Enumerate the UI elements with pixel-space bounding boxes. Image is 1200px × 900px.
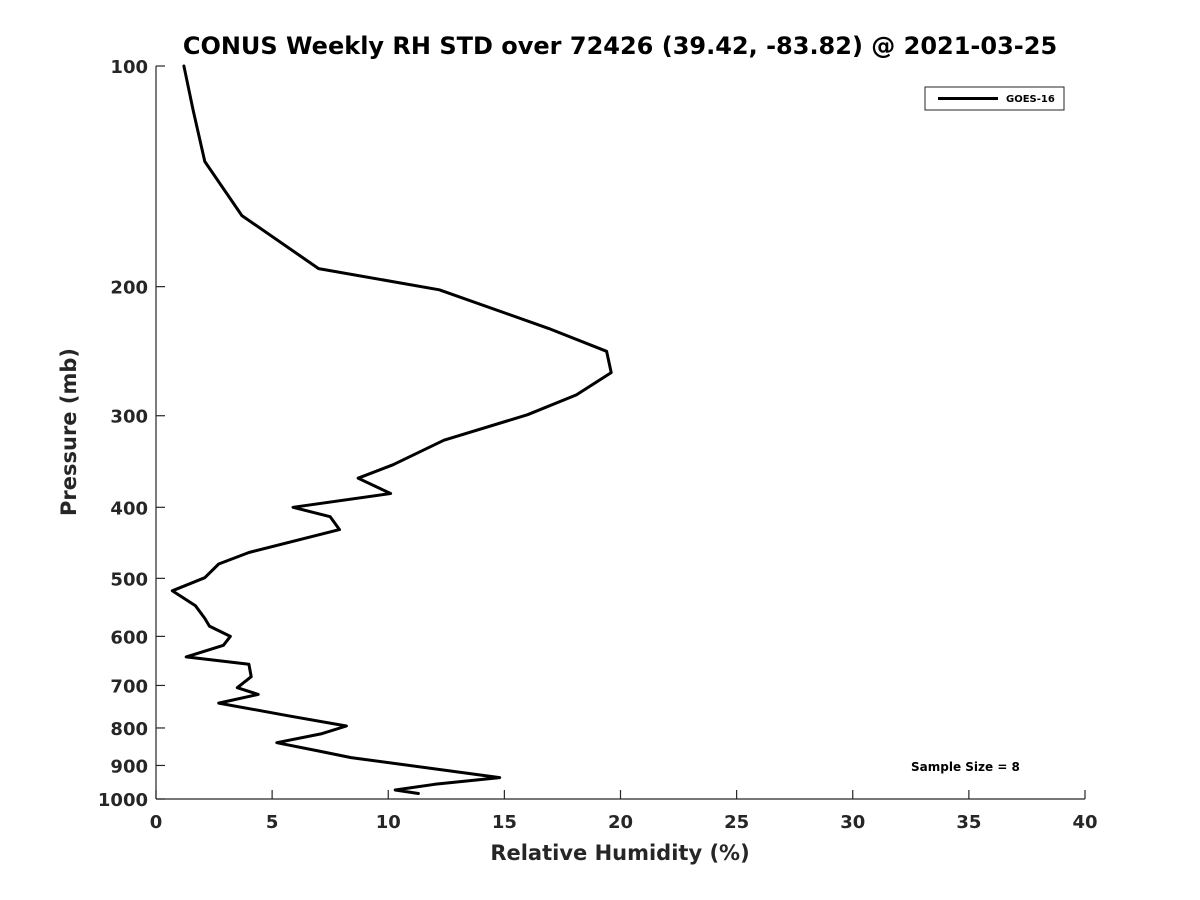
y-tick-label: 700 bbox=[110, 676, 148, 697]
tick-labels: 0 5 10 15 20 25 30 35 40 100 200 300 400 500 600 700 800… bbox=[98, 57, 1098, 833]
series-layer bbox=[170, 64, 613, 795]
y-tick-label: 600 bbox=[110, 627, 148, 648]
x-tick-label: 5 bbox=[266, 812, 279, 833]
tick-marks bbox=[155, 65, 1086, 800]
x-tick-label: 20 bbox=[608, 812, 633, 833]
axes bbox=[155, 66, 1085, 800]
x-axis-label: Relative Humidity (%) bbox=[490, 841, 749, 865]
y-tick-label: 100 bbox=[110, 57, 148, 78]
x-tick-label: 10 bbox=[376, 812, 401, 833]
sample-size-annotation: Sample Size = 8 bbox=[911, 760, 1020, 774]
series-line-goes-16 bbox=[170, 64, 613, 795]
y-tick-label: 500 bbox=[110, 569, 148, 590]
x-tick-label: 15 bbox=[492, 812, 517, 833]
chart-title: CONUS Weekly RH STD over 72426 (39.42, -… bbox=[183, 32, 1057, 60]
y-axis-label: Pressure (mb) bbox=[57, 348, 81, 516]
x-tick-label: 0 bbox=[150, 812, 163, 833]
y-tick-label: 1000 bbox=[98, 790, 148, 811]
y-tick-label: 900 bbox=[110, 756, 148, 777]
x-tick-label: 35 bbox=[956, 812, 981, 833]
x-tick-label: 40 bbox=[1072, 812, 1097, 833]
legend-label-goes-16: GOES-16 bbox=[1006, 94, 1055, 105]
x-tick-label: 25 bbox=[724, 812, 749, 833]
x-tick-label: 30 bbox=[840, 812, 865, 833]
y-tick-label: 200 bbox=[110, 278, 148, 299]
y-tick-label: 800 bbox=[110, 719, 148, 740]
legend: GOES-16 bbox=[924, 86, 1065, 111]
y-tick-label: 300 bbox=[110, 407, 148, 428]
y-tick-label: 400 bbox=[110, 498, 148, 519]
